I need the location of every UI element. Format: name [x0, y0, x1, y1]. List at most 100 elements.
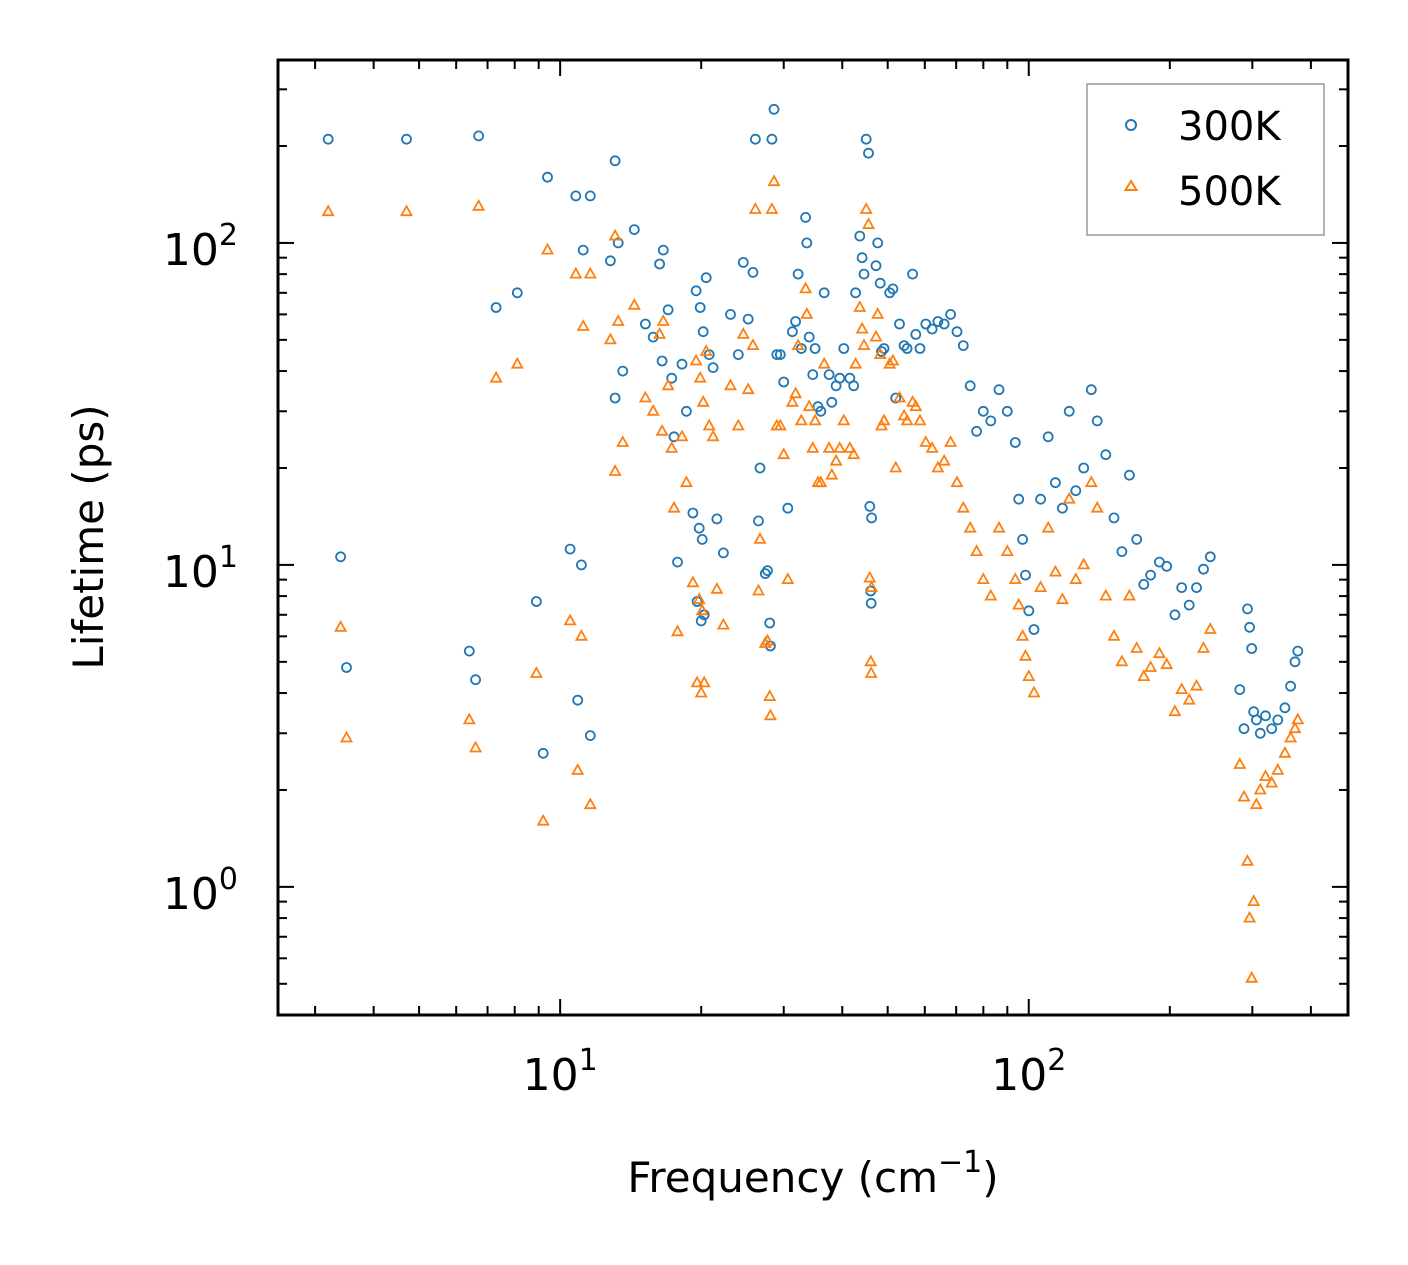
point-300k: [977, 405, 989, 417]
point-300k: [782, 502, 794, 514]
point-500k: [339, 730, 354, 743]
point-300k: [584, 730, 596, 741]
point-500k: [686, 575, 700, 588]
point-500k: [746, 338, 760, 351]
point-500k: [913, 413, 927, 426]
point-300k: [1057, 502, 1068, 514]
point-500k: [1027, 685, 1041, 698]
point-500k: [583, 797, 597, 810]
point-500k: [692, 592, 706, 605]
point-300k: [809, 343, 821, 354]
point-300k: [1078, 462, 1090, 474]
point-500k: [696, 394, 710, 407]
point-500k: [661, 378, 675, 391]
point-300k: [612, 237, 624, 249]
point-300k: [920, 318, 932, 330]
point-300k: [490, 302, 502, 313]
point-300k: [666, 372, 678, 384]
point-300k: [1260, 710, 1271, 722]
point-500k: [706, 429, 720, 442]
point-300k: [737, 256, 749, 268]
point-300k: [878, 343, 890, 354]
point-300k: [570, 190, 582, 202]
point-500k: [1196, 641, 1211, 653]
point-500k: [781, 572, 795, 584]
point-500k: [1249, 797, 1263, 810]
point-500k: [871, 307, 885, 319]
point-300k: [672, 556, 683, 568]
point-500k: [693, 370, 707, 383]
point-300k: [907, 268, 918, 280]
point-300k: [463, 645, 475, 657]
point-500k: [861, 217, 876, 230]
point-500k: [1122, 588, 1136, 601]
point-500k: [690, 675, 704, 688]
point-500k: [1245, 970, 1259, 983]
point-500k: [1175, 682, 1189, 694]
point-300k: [1131, 534, 1143, 545]
point-300k: [577, 244, 589, 256]
point-500k: [950, 475, 964, 488]
point-300k: [1238, 723, 1250, 735]
point-300k: [914, 343, 926, 354]
point-500k: [583, 266, 597, 279]
point-500k: [847, 447, 861, 460]
point-500k: [892, 390, 907, 403]
point-500k: [1160, 657, 1174, 670]
point-300k: [473, 130, 485, 142]
point-500k: [1189, 678, 1204, 691]
point-300k: [693, 522, 705, 534]
point-300k: [1169, 609, 1181, 621]
point-300k: [790, 316, 801, 327]
point-300k: [640, 318, 651, 330]
point-300k: [1116, 546, 1128, 557]
point-300k: [654, 258, 665, 270]
point-500k: [1182, 692, 1196, 705]
point-300k: [1272, 714, 1284, 726]
point-500k: [956, 500, 970, 513]
point-300k: [1266, 723, 1278, 735]
point-500k: [689, 353, 703, 366]
point-300k: [1009, 437, 1021, 448]
point-300k: [628, 224, 640, 236]
point-300k: [860, 133, 872, 145]
point-300k: [823, 369, 835, 381]
legend-label-500k: 500K: [1178, 169, 1282, 215]
point-500k: [767, 174, 781, 187]
point-300k: [850, 287, 861, 299]
point-500k: [656, 314, 670, 326]
point-500k: [603, 332, 617, 345]
point-500k: [937, 453, 951, 466]
point-300k: [656, 355, 668, 367]
x-tick-label: 101: [523, 1043, 598, 1101]
point-500k: [489, 370, 503, 383]
point-300k: [778, 376, 790, 388]
point-500k: [1107, 628, 1121, 641]
point-500k: [919, 435, 933, 447]
point-500k: [944, 435, 958, 447]
point-300k: [1042, 431, 1054, 443]
point-300k: [1145, 569, 1156, 581]
point-300k: [771, 349, 783, 361]
point-300k: [711, 513, 723, 525]
point-300k: [951, 326, 963, 338]
point-300k: [617, 365, 629, 377]
legend-label-300k: 300K: [1178, 104, 1282, 150]
point-300k: [1204, 551, 1216, 563]
point-300k: [803, 331, 815, 343]
point-500k: [877, 413, 891, 426]
point-500k: [1203, 622, 1217, 634]
point-500k: [716, 617, 730, 630]
point-300k: [865, 597, 877, 609]
point-500k: [675, 429, 689, 442]
point-300k: [750, 133, 761, 145]
point-500k: [1237, 789, 1251, 802]
point-300k: [898, 340, 910, 352]
point-500k: [751, 583, 766, 596]
point-500k: [1152, 646, 1166, 659]
point-500k: [843, 441, 857, 453]
point-300k: [742, 313, 754, 325]
point-500k: [984, 588, 998, 601]
point-500k: [817, 356, 831, 369]
point-500k: [1144, 660, 1158, 672]
